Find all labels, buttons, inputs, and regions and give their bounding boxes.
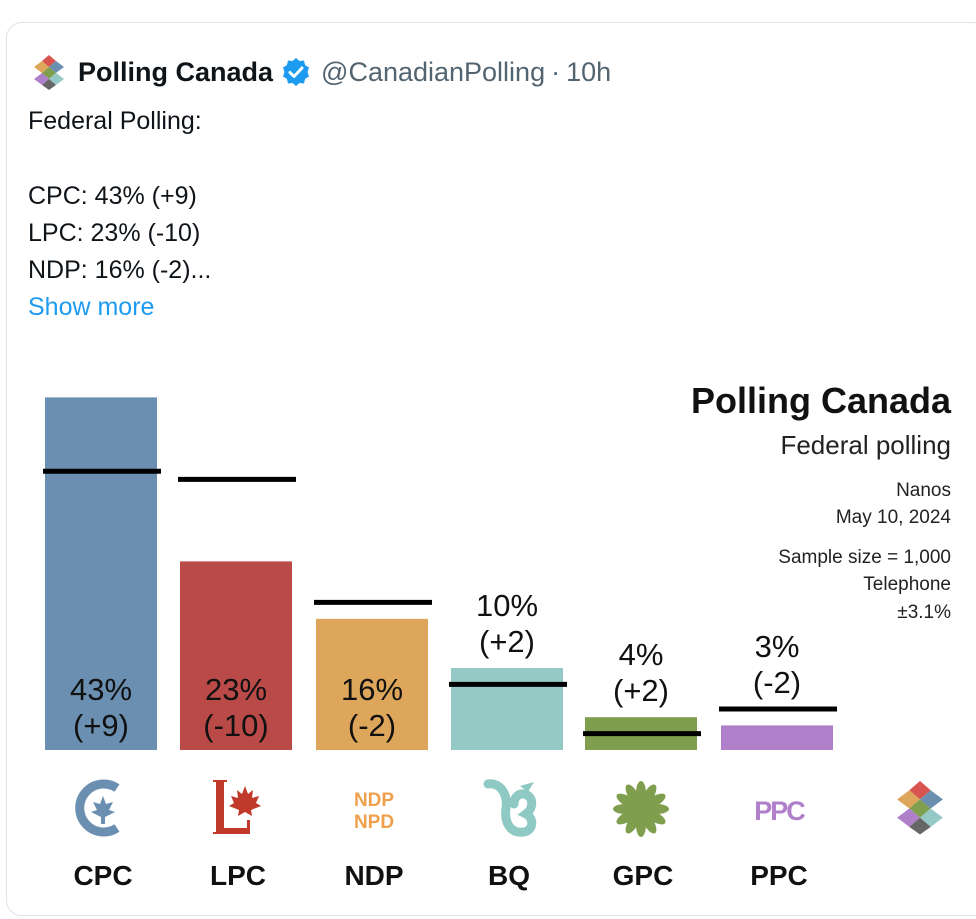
tweet-text-line: CPC: 43% (+9)	[28, 182, 197, 210]
lpc-logo-icon	[207, 776, 269, 838]
party-label-gpc: GPC	[612, 860, 674, 891]
cpc-logo-icon	[73, 778, 133, 838]
bar-cpc	[45, 397, 157, 750]
chart-date: May 10, 2024	[835, 507, 951, 528]
party-label-ppc: PPC	[750, 860, 808, 891]
chart-title: Polling Canada	[690, 380, 951, 421]
tweet-header: Polling Canada @CanadianPolling · 10h	[30, 52, 611, 92]
bar-ppc	[721, 725, 833, 750]
verified-badge-icon	[281, 57, 311, 87]
gpc-logo-icon	[612, 780, 670, 838]
change-label-cpc: (+9)	[73, 708, 129, 743]
change-label-ndp: (-2)	[348, 708, 396, 743]
party-label-cpc: CPC	[73, 860, 133, 891]
polling-canada-watermark-icon	[891, 778, 949, 836]
chart-margin: ±3.1%	[897, 602, 951, 623]
bar-bq	[451, 668, 563, 750]
value-label-ndp: 16%	[341, 672, 403, 707]
ndp-logo-icon: NDP NPD	[338, 786, 410, 834]
value-label-gpc: 4%	[619, 637, 664, 672]
ndp-logo-text-1: NDP	[354, 790, 394, 811]
author-handle[interactable]: @CanadianPolling	[321, 56, 546, 87]
chart-pollster: Nanos	[896, 480, 951, 501]
ppc-logo-icon: PPC	[744, 790, 814, 830]
value-label-lpc: 23%	[205, 672, 267, 707]
tweet-timestamp[interactable]: 10h	[566, 56, 612, 87]
separator-dot: ·	[551, 56, 561, 87]
ndp-logo-text-2: NPD	[354, 812, 394, 833]
show-more-link[interactable]: Show more	[28, 293, 155, 321]
polling-canada-logo-icon[interactable]	[30, 53, 68, 91]
bq-logo-icon	[480, 778, 540, 840]
change-label-ppc: (-2)	[753, 665, 801, 700]
tweet-text-line: LPC: 23% (-10)	[28, 219, 201, 247]
party-label-lpc: LPC	[210, 860, 266, 891]
tweet-card	[6, 22, 976, 916]
tweet-text-line: Federal Polling:	[28, 107, 202, 135]
chart-subtitle: Federal polling	[780, 430, 951, 460]
bar-lpc	[180, 561, 292, 750]
chart-sample-size: Sample size = 1,000	[778, 547, 951, 568]
bar-ndp	[316, 618, 428, 750]
change-label-bq: (+2)	[479, 624, 535, 659]
value-label-ppc: 3%	[755, 629, 800, 664]
tweet-text-line: NDP: 16% (-2)...	[28, 256, 212, 284]
change-label-gpc: (+2)	[613, 673, 669, 708]
party-label-bq: BQ	[488, 860, 530, 891]
author-name[interactable]: Polling Canada	[78, 56, 274, 87]
change-label-lpc: (-10)	[203, 708, 268, 743]
value-label-cpc: 43%	[70, 672, 132, 707]
value-label-bq: 10%	[476, 588, 538, 623]
party-label-ndp: NDP	[344, 860, 404, 891]
chart-method: Telephone	[863, 574, 951, 595]
ppc-logo-text: PPC	[754, 796, 805, 826]
